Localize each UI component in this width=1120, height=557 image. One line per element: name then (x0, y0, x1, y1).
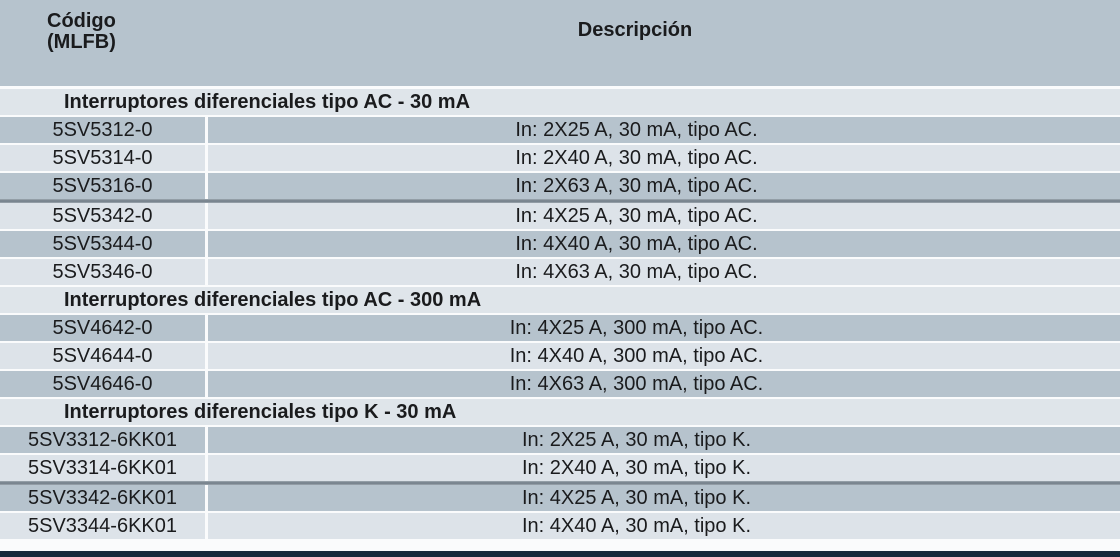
code-cell: 5SV4644-0 (0, 343, 205, 369)
description-cell: In: 2X25 A, 30 mA, tipo K. (208, 427, 1120, 453)
table-header-row: Código (MLFB) Descripción (0, 0, 1120, 86)
description-cell: In: 2X40 A, 30 mA, tipo K. (208, 455, 1120, 481)
description-cell: In: 4X40 A, 300 mA, tipo AC. (208, 343, 1120, 369)
table-row: 5SV5312-0 In: 2X25 A, 30 mA, tipo AC. (0, 117, 1120, 143)
code-cell: 5SV5346-0 (0, 259, 205, 285)
table-row: 5SV5346-0 In: 4X63 A, 30 mA, tipo AC. (0, 259, 1120, 285)
table-row: 5SV3342-6KK01 In: 4X25 A, 30 mA, tipo K. (0, 485, 1120, 511)
description-cell: In: 4X25 A, 30 mA, tipo K. (208, 485, 1120, 511)
table-row: 5SV5314-0 In: 2X40 A, 30 mA, tipo AC. (0, 145, 1120, 171)
section-title: Interruptores diferenciales tipo K - 30 … (64, 400, 457, 423)
code-cell: 5SV5342-0 (0, 203, 205, 229)
description-cell: In: 2X25 A, 30 mA, tipo AC. (208, 117, 1120, 143)
code-cell: 5SV3314-6KK01 (0, 455, 205, 481)
table-row: 5SV5342-0 In: 4X25 A, 30 mA, tipo AC. (0, 203, 1120, 229)
code-cell: 5SV4642-0 (0, 315, 205, 341)
code-cell: 5SV5316-0 (0, 173, 205, 199)
table-row: 5SV3344-6KK01 In: 4X40 A, 30 mA, tipo K. (0, 513, 1120, 539)
table-row: 5SV4646-0 In: 4X63 A, 300 mA, tipo AC. (0, 371, 1120, 397)
section-header-k-30ma: Interruptores diferenciales tipo K - 30 … (0, 399, 1120, 425)
column-header-codigo: Código (MLFB) (47, 10, 116, 53)
table-row: 5SV3314-6KK01 In: 2X40 A, 30 mA, tipo K. (0, 455, 1120, 481)
section-title: Interruptores diferenciales tipo AC - 30… (64, 90, 471, 113)
column-header-descripcion: Descripción (577, 19, 693, 41)
description-cell: In: 2X63 A, 30 mA, tipo AC. (208, 173, 1120, 199)
section-header-ac-30ma: Interruptores diferenciales tipo AC - 30… (0, 89, 1120, 115)
code-cell: 5SV4646-0 (0, 371, 205, 397)
code-cell: 5SV5344-0 (0, 231, 205, 257)
code-cell: 5SV5312-0 (0, 117, 205, 143)
description-cell: In: 4X40 A, 30 mA, tipo K. (208, 513, 1120, 539)
section-header-ac-300ma: Interruptores diferenciales tipo AC - 30… (0, 287, 1120, 313)
description-cell: In: 4X25 A, 30 mA, tipo AC. (208, 203, 1120, 229)
description-cell: In: 4X40 A, 30 mA, tipo AC. (208, 231, 1120, 257)
group-divider (0, 481, 1120, 485)
description-cell: In: 4X25 A, 300 mA, tipo AC. (208, 315, 1120, 341)
code-cell: 5SV3342-6KK01 (0, 485, 205, 511)
table-row: 5SV5344-0 In: 4X40 A, 30 mA, tipo AC. (0, 231, 1120, 257)
description-cell: In: 4X63 A, 30 mA, tipo AC. (208, 259, 1120, 285)
description-cell: In: 4X63 A, 300 mA, tipo AC. (208, 371, 1120, 397)
table-row: 5SV3312-6KK01 In: 2X25 A, 30 mA, tipo K. (0, 427, 1120, 453)
code-cell: 5SV3344-6KK01 (0, 513, 205, 539)
table-row: 5SV5316-0 In: 2X63 A, 30 mA, tipo AC. (0, 173, 1120, 199)
table-row: 5SV4644-0 In: 4X40 A, 300 mA, tipo AC. (0, 343, 1120, 369)
code-cell: 5SV3312-6KK01 (0, 427, 205, 453)
bottom-border-bar (0, 551, 1120, 557)
description-cell: In: 2X40 A, 30 mA, tipo AC. (208, 145, 1120, 171)
table-row: 5SV4642-0 In: 4X25 A, 300 mA, tipo AC. (0, 315, 1120, 341)
section-title: Interruptores diferenciales tipo AC - 30… (64, 288, 482, 311)
group-divider (0, 199, 1120, 203)
code-cell: 5SV5314-0 (0, 145, 205, 171)
